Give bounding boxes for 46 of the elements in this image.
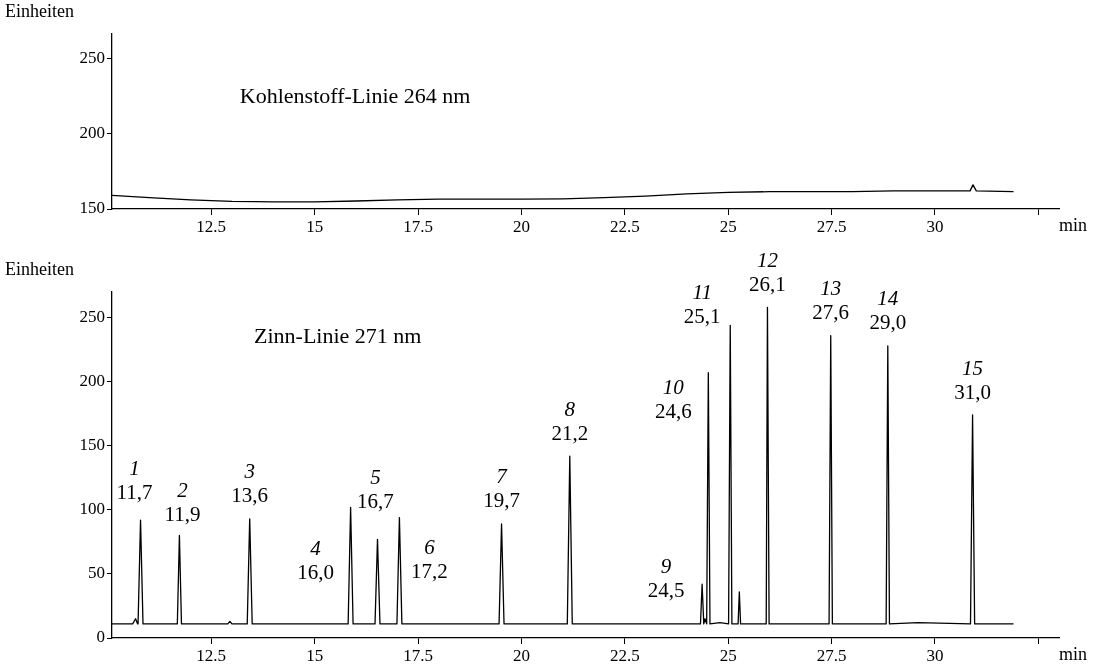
x-tick-label: 22.5 (609, 645, 640, 665)
x-tick-label: 27.5 (816, 645, 847, 665)
annotation: 2 11,9 (164, 478, 201, 526)
x-tick-label: 12.5 (196, 216, 227, 236)
annotation: 12 26,1 (749, 247, 786, 296)
y-axis-title: Einheiten (5, 258, 74, 279)
x-tick-label: 20 (512, 216, 530, 236)
x-tick-label: 15 (306, 216, 324, 236)
annotation: 4 16,0 (297, 535, 334, 584)
x-tick-label: 15 (306, 645, 324, 665)
x-tick-label: 20 (512, 645, 530, 665)
x-axis-title: min (1058, 214, 1087, 235)
x-axis-title: min (1058, 643, 1087, 664)
y-tick-label: 150 (79, 435, 105, 455)
y-tick-label: 150 (79, 198, 105, 218)
x-tick-label: 25 (719, 645, 737, 665)
annotation: 11 25,1 (683, 279, 721, 328)
annotation: 3 13,6 (231, 459, 269, 508)
annotation: 1 11,7 (116, 455, 153, 504)
annotation: 13 27,6 (812, 276, 850, 325)
x-tick-label: 17.5 (403, 645, 433, 665)
x-tick-label: 30 (926, 645, 944, 665)
y-tick-label: 250 (79, 47, 105, 67)
annotation: 7 19,7 (483, 464, 520, 513)
annotation: 15 31,0 (954, 355, 991, 404)
annotation: 14 29,0 (869, 286, 907, 335)
y-tick-label: 200 (79, 371, 105, 391)
annotation: 6 17,2 (411, 535, 448, 584)
x-tick-label: 12.5 (196, 645, 227, 665)
x-tick-label: 25 (719, 216, 737, 236)
y-tick-label: 50 (88, 563, 105, 583)
text: Kohlenstoff-Linie 264 nm (239, 82, 471, 108)
y-tick-label: 250 (79, 307, 105, 327)
x-tick-label: 22.5 (609, 216, 640, 236)
annotation: 10 24,6 (654, 375, 692, 424)
y-tick-label: 100 (79, 499, 105, 519)
y-axis-title: Einheiten (5, 0, 74, 21)
y-tick-label: 200 (79, 123, 105, 143)
annotation: 9 24,5 (647, 553, 685, 602)
x-tick-label: 30 (926, 216, 944, 236)
x-tick-label: 27.5 (816, 216, 847, 236)
x-tick-label: 17.5 (403, 216, 433, 236)
text: Zinn-Linie 271 nm (254, 322, 422, 348)
annotation: 8 21,2 (551, 396, 589, 445)
annotation: 5 16,7 (357, 464, 394, 513)
y-tick-label: 0 (96, 627, 105, 647)
